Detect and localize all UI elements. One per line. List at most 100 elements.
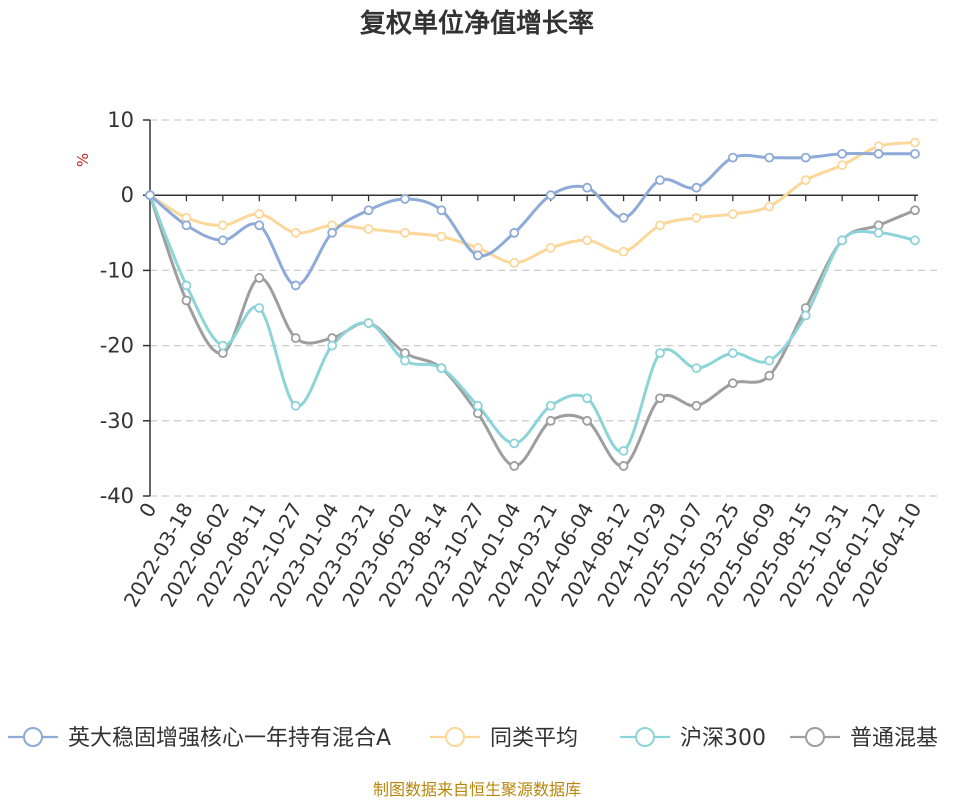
data-point[interactable] bbox=[436, 231, 447, 242]
data-point[interactable] bbox=[837, 235, 848, 246]
data-point[interactable] bbox=[691, 400, 702, 411]
data-point[interactable] bbox=[472, 250, 483, 261]
data-point[interactable] bbox=[618, 246, 629, 257]
legend-marker bbox=[445, 727, 465, 747]
data-point[interactable] bbox=[545, 242, 556, 253]
data-point[interactable] bbox=[436, 363, 447, 374]
data-point[interactable] bbox=[290, 227, 301, 238]
y-tick-label: -10 bbox=[100, 258, 134, 282]
legend-label: 同类平均 bbox=[490, 726, 578, 751]
data-point[interactable] bbox=[509, 438, 520, 449]
data-point[interactable] bbox=[837, 160, 848, 171]
data-point[interactable] bbox=[910, 148, 920, 159]
legend-marker bbox=[23, 727, 43, 747]
legend-item[interactable]: 沪深300 bbox=[620, 726, 766, 751]
data-point[interactable] bbox=[764, 370, 775, 381]
x-tick-label: 0 bbox=[134, 499, 161, 522]
data-point[interactable] bbox=[655, 175, 665, 186]
data-point[interactable] bbox=[509, 461, 520, 471]
y-axis-unit: % bbox=[74, 153, 92, 167]
data-point[interactable] bbox=[764, 201, 775, 212]
data-point[interactable] bbox=[327, 340, 338, 351]
data-point[interactable] bbox=[582, 393, 593, 404]
data-point[interactable] bbox=[910, 235, 920, 246]
data-point[interactable] bbox=[655, 220, 665, 231]
data-point[interactable] bbox=[800, 175, 811, 186]
data-point[interactable] bbox=[618, 461, 629, 471]
data-point[interactable] bbox=[254, 273, 265, 283]
data-point[interactable] bbox=[873, 148, 884, 159]
data-point[interactable] bbox=[582, 182, 593, 193]
data-point[interactable] bbox=[509, 227, 520, 238]
data-point[interactable] bbox=[400, 227, 410, 238]
data-point[interactable] bbox=[582, 415, 593, 426]
data-point[interactable] bbox=[727, 378, 738, 389]
data-point[interactable] bbox=[217, 340, 228, 351]
axes bbox=[143, 119, 918, 497]
data-point[interactable] bbox=[910, 137, 920, 148]
legend-item[interactable]: 同类平均 bbox=[430, 726, 578, 751]
source-note: 制图数据来自恒生聚源数据库 bbox=[373, 780, 581, 799]
series-line[interactable] bbox=[148, 194, 916, 453]
legend-marker bbox=[805, 727, 825, 747]
data-point[interactable] bbox=[254, 220, 265, 231]
data-point[interactable] bbox=[691, 182, 702, 193]
data-point[interactable] bbox=[363, 205, 374, 216]
data-point[interactable] bbox=[873, 227, 884, 238]
y-tick-label: -20 bbox=[100, 334, 134, 358]
data-point[interactable] bbox=[764, 152, 775, 163]
data-point[interactable] bbox=[400, 355, 410, 366]
data-point[interactable] bbox=[910, 205, 920, 216]
data-point[interactable] bbox=[181, 220, 192, 231]
series bbox=[145, 137, 920, 471]
data-point[interactable] bbox=[545, 415, 556, 426]
chart-title: 复权单位净值增长率 bbox=[360, 8, 594, 39]
data-point[interactable] bbox=[217, 235, 228, 246]
data-point[interactable] bbox=[436, 205, 447, 216]
data-point[interactable] bbox=[254, 209, 265, 219]
data-point[interactable] bbox=[764, 355, 775, 366]
y-ticks: 10 0 -10 -20 -30 -40 bbox=[100, 108, 134, 508]
data-point[interactable] bbox=[800, 152, 811, 163]
data-point[interactable] bbox=[691, 363, 702, 374]
legend-label: 沪深300 bbox=[680, 726, 766, 751]
data-point[interactable] bbox=[509, 257, 520, 268]
legend-marker bbox=[635, 727, 655, 747]
data-point[interactable] bbox=[472, 400, 483, 411]
series-line[interactable] bbox=[149, 152, 915, 287]
legend-item[interactable]: 英大稳固增强核心一年持有混合A bbox=[8, 726, 391, 751]
data-point[interactable] bbox=[655, 348, 665, 359]
data-point[interactable] bbox=[618, 212, 629, 223]
data-point[interactable] bbox=[181, 295, 192, 306]
data-point[interactable] bbox=[618, 445, 629, 456]
y-tick-label: -30 bbox=[100, 409, 134, 433]
data-point[interactable] bbox=[727, 152, 738, 163]
data-point[interactable] bbox=[363, 224, 374, 234]
data-point[interactable] bbox=[837, 148, 848, 159]
data-point[interactable] bbox=[145, 190, 155, 201]
data-point[interactable] bbox=[400, 194, 410, 204]
data-point[interactable] bbox=[290, 280, 301, 291]
y-tick-label: 0 bbox=[121, 183, 134, 207]
legend-item[interactable]: 普通混基 bbox=[790, 726, 938, 751]
data-point[interactable] bbox=[254, 303, 265, 313]
legend[interactable]: 英大稳固增强核心一年持有混合A 同类平均 沪深300 普通混基 bbox=[8, 726, 938, 751]
data-point[interactable] bbox=[582, 235, 593, 246]
data-point[interactable] bbox=[290, 400, 301, 411]
data-point[interactable] bbox=[181, 280, 192, 291]
data-point[interactable] bbox=[727, 209, 738, 219]
data-point[interactable] bbox=[655, 393, 665, 404]
data-point[interactable] bbox=[691, 212, 702, 223]
gridlines bbox=[150, 119, 938, 497]
y-tick-label: 10 bbox=[107, 108, 134, 132]
data-point[interactable] bbox=[363, 318, 374, 328]
data-point[interactable] bbox=[545, 400, 556, 411]
data-point[interactable] bbox=[327, 227, 338, 238]
data-point[interactable] bbox=[217, 220, 228, 231]
data-point[interactable] bbox=[545, 190, 556, 201]
series-line[interactable] bbox=[149, 141, 916, 265]
data-point[interactable] bbox=[727, 348, 738, 359]
data-point[interactable] bbox=[800, 310, 811, 321]
legend-label: 普通混基 bbox=[850, 726, 938, 751]
data-point[interactable] bbox=[290, 333, 301, 343]
